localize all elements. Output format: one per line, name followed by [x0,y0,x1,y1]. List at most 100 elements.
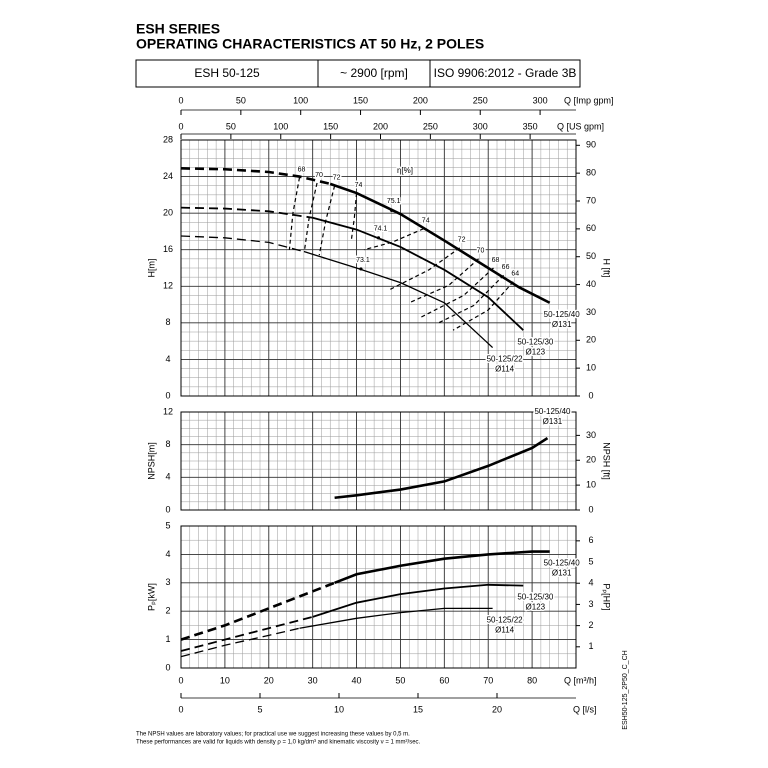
efficiency-line [438,274,505,324]
curve-label: 50-125/22 [487,355,524,364]
y-tick-label: 4 [165,549,170,559]
y2-tick-label: 1 [588,641,593,651]
y-tick-label: 24 [163,171,173,181]
efficiency-line-label: 68 [298,166,306,173]
efficiency-line-label: 70 [477,248,485,255]
efficiency-line [388,247,461,291]
efficiency-line-label: 74 [422,218,430,225]
y-tick-label: 28 [163,134,173,144]
curve [312,216,524,331]
bottom-axis-tick-label: 5 [257,704,262,714]
efficiency-point [376,236,381,240]
efficiency-point-label: 73.1 [356,257,370,264]
top-axis-title: Q [US gpm] [557,121,604,131]
plot-frame [180,411,577,511]
curve-dashed [180,581,336,641]
curve-diameter: Ø123 [526,347,546,356]
y2-tick-label: 30 [586,307,596,317]
y-tick-label: 3 [165,577,170,587]
efficiency-point [359,267,363,271]
efficiency-point-label: 75.1 [387,198,401,205]
plot-frame [180,139,577,397]
series-title: ESH SERIES [136,21,220,37]
curve-diameter: Ø114 [495,365,515,374]
y2-tick-label: 20 [586,455,596,465]
top-axis-title: Q [Imp gpm] [564,95,614,105]
y-tick-label: 12 [163,281,173,291]
plot-frame [180,525,577,669]
y-axis-title: NPSH[m] [146,442,156,480]
top-axis-tick-label: 150 [353,95,368,105]
top-axis-tick-label: 250 [423,121,438,131]
y-tick-label: 4 [165,354,170,364]
efficiency-line-label: 68 [492,257,500,264]
y2-tick-label: 0 [588,390,593,400]
document-code: ESH50-125_2P50_C_CH [622,650,629,729]
y2-axis-title: NPSH [ft] [602,442,612,480]
curve-dashed [180,627,300,658]
curve [299,607,493,629]
y2-tick-label: 4 [588,578,593,588]
y2-tick-label: 0 [588,504,593,514]
x-tick-label: 0 [178,675,183,685]
top-axis-tick-label: 200 [373,121,388,131]
curve-diameter: Ø131 [543,417,563,426]
curve-diameter: Ø123 [526,603,546,612]
footnote: The NPSH values are laboratory values; f… [136,732,410,738]
y2-tick-label: 30 [586,430,596,440]
curve-dashed [180,616,313,652]
y-axis-title: Pₚ[kW] [146,583,156,611]
bottom-axis-tick-label: 0 [178,704,183,714]
y2-tick-label: 50 [586,251,596,261]
top-axis-tick-label: 350 [523,121,538,131]
header-box [135,59,581,88]
top-axis-tick-label: 200 [413,95,428,105]
top-axis-tick-label: 100 [273,121,288,131]
efficiency-point-label: 74.1 [374,226,388,233]
top-axis-tick-label: 300 [473,121,488,131]
efficiency-line-label: 72 [333,175,341,182]
y2-tick-label: 3 [588,599,593,609]
curve-label: 50-125/30 [517,337,554,346]
curve-label: 50-125/30 [517,593,554,602]
efficiency-line-label: 72 [458,237,466,244]
bottom-axis-tick-label: 10 [334,704,344,714]
efficiency-line [350,192,358,241]
y2-axis-title: H [ft] [602,258,612,277]
y-tick-label: 0 [165,390,170,400]
speed: ~ 2900 [rpm] [340,66,408,80]
x-tick-label: 60 [439,675,449,685]
bottom-axis-tick-label: 20 [492,704,502,714]
curve-dashed [180,235,305,253]
y2-axis-title: Pₚ[HP] [602,583,612,610]
x-tick-label: 20 [264,675,274,685]
curve-label: 50-125/22 [487,615,524,624]
curve-label: 50-125/40 [544,559,581,568]
y2-tick-label: 90 [586,140,596,150]
top-axis-tick-label: 300 [533,95,548,105]
y-tick-label: 20 [163,208,173,218]
y-tick-label: 0 [165,504,170,514]
top-axis-tick-label: 150 [323,121,338,131]
top-axis-tick-label: 250 [473,95,488,105]
top-axis-tick-label: 50 [226,121,236,131]
y2-tick-label: 80 [586,168,596,178]
y-tick-label: 8 [165,439,170,449]
top-axis-tick-label: 100 [293,95,308,105]
x-tick-label: 10 [220,675,230,685]
x-tick-label: 30 [308,675,318,685]
curve-diameter: Ø114 [495,625,515,634]
x-tick-label: 70 [483,675,493,685]
efficiency-line-label: 64 [511,271,519,278]
standard: ISO 9906:2012 - Grade 3B [434,66,577,80]
y2-tick-label: 40 [586,279,596,289]
bottom-axis-tick-label: 15 [413,704,423,714]
curve-dashed [180,206,313,219]
y2-tick-label: 70 [586,195,596,205]
bottom-axis-title: Q [l/s] [573,704,597,714]
x-tick-label: 40 [352,675,362,685]
y-tick-label: 12 [163,406,173,416]
efficiency-line-label: 70 [315,172,323,179]
y-tick-label: 2 [165,606,170,616]
